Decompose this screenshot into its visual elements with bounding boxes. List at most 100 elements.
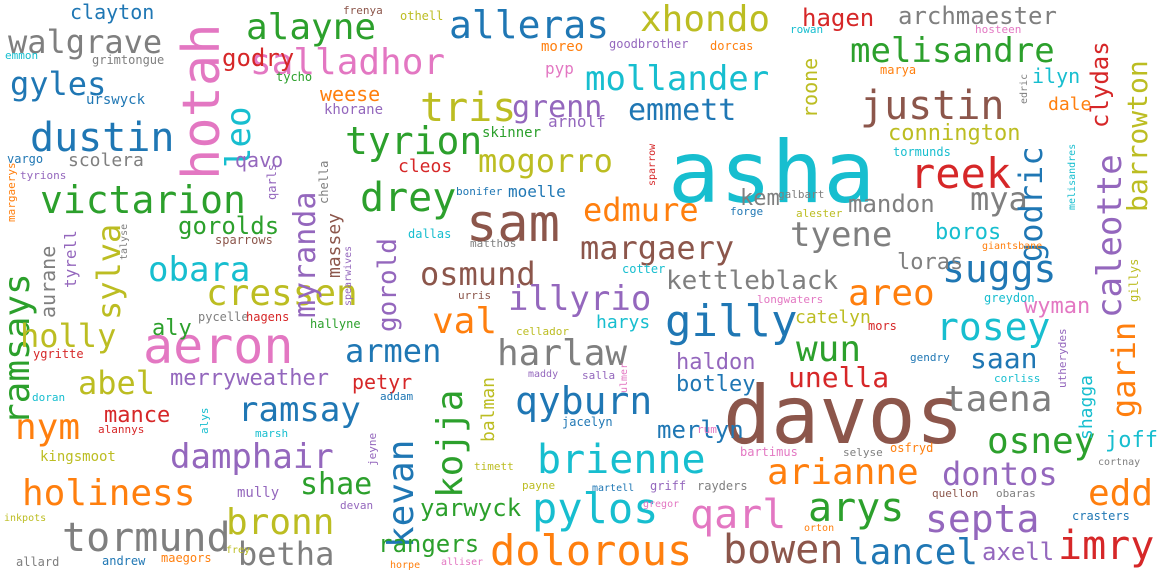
word: dallas [408, 227, 452, 241]
word: harys [596, 312, 651, 333]
word: gorolds [178, 212, 280, 240]
word: margaerys [5, 162, 18, 222]
word: griff [650, 479, 687, 493]
word: utherydes [1056, 328, 1069, 388]
word: grenn [512, 90, 603, 125]
word: betha [238, 535, 335, 573]
word: roone [798, 57, 822, 118]
word: pyp [545, 59, 574, 78]
word: mogorro [478, 142, 613, 180]
word: asha [668, 123, 876, 223]
word: joff [1105, 428, 1158, 453]
word: massey [324, 212, 345, 278]
word: catelyn [795, 307, 871, 328]
word: shae [300, 467, 373, 502]
word: gyles [10, 65, 107, 103]
word: jacelyn [562, 415, 613, 429]
word: merryweather [170, 366, 329, 391]
word: payne [522, 479, 556, 492]
word: kojja [430, 389, 471, 498]
word: boros [935, 220, 1002, 245]
word: tris [420, 85, 517, 131]
word: mully [237, 485, 280, 501]
word: cleos [398, 156, 453, 177]
word: bartimus [740, 445, 798, 459]
word: gilly [665, 296, 798, 347]
word: imry [1058, 523, 1155, 569]
word: holiness [22, 473, 196, 514]
word: horpe [390, 560, 421, 571]
word: wun [796, 329, 862, 370]
word: davos [723, 369, 964, 462]
word: petyr [352, 370, 413, 394]
word: obara [148, 250, 251, 290]
word: balman [478, 376, 499, 442]
word: skinner [482, 125, 542, 141]
word: ramsay [238, 390, 361, 430]
word: edd [1088, 473, 1154, 514]
word: dale [1048, 94, 1092, 115]
word: xhondo [640, 0, 771, 40]
word: archmaester [898, 2, 1057, 30]
word: melisandres [1067, 143, 1078, 210]
word: arys [808, 485, 905, 531]
word: tyene [790, 215, 893, 255]
word: ilyn [1032, 64, 1081, 88]
word: pylos [532, 484, 659, 533]
word: loras [897, 250, 964, 275]
word: othell [400, 9, 444, 23]
word: gregor [643, 499, 680, 510]
word: selyse [843, 446, 883, 459]
word: arnolf [548, 112, 606, 131]
word: hallyne [310, 317, 361, 331]
word: sparrows [215, 233, 273, 247]
word: septa [925, 497, 1040, 541]
word: marya [880, 63, 917, 77]
word: margaery [580, 229, 735, 267]
word: barrowton [1121, 60, 1154, 212]
word: areo [848, 273, 935, 314]
word: godry [222, 44, 295, 72]
word: alliser [441, 557, 484, 568]
word: cotter [622, 262, 666, 276]
word: lancel [848, 532, 979, 573]
word: giantsbane [982, 241, 1043, 252]
word: qarls [265, 163, 279, 200]
word: frenya [343, 4, 383, 17]
word: bowen [723, 527, 844, 573]
word: talyse [119, 223, 130, 260]
word: crasters [1072, 509, 1130, 523]
word: clayton [70, 0, 155, 24]
word: yarwyck [420, 494, 522, 522]
word: maegors [161, 551, 212, 565]
word: bonifer [456, 185, 503, 198]
word: urris [458, 289, 492, 302]
word: grimtongue [92, 53, 165, 67]
word: val [432, 301, 498, 342]
word: cressen [206, 273, 358, 314]
word: alleras [449, 3, 610, 47]
word: gorold [373, 238, 403, 332]
word: armen [345, 332, 442, 370]
word: cortnay [1098, 457, 1141, 468]
word: aeron [143, 317, 294, 375]
word: melisandre [850, 31, 1055, 71]
word: reek [910, 149, 1012, 198]
word: mance [104, 403, 171, 428]
word: hagen [802, 4, 875, 32]
word: qarl [690, 492, 787, 538]
word: connington [888, 121, 1021, 146]
word: qavo [235, 148, 284, 172]
word: emmon [5, 49, 39, 62]
word: osmund [420, 255, 536, 293]
word: forge [730, 205, 764, 218]
word: mollander [585, 59, 770, 99]
word: timett [474, 460, 514, 473]
word: corliss [994, 372, 1041, 385]
word: nym [15, 407, 81, 448]
word: walgrave [8, 23, 163, 61]
word: taena [944, 379, 1053, 420]
word: holly [20, 317, 117, 355]
word: urswyck [86, 92, 146, 108]
word: rum [697, 423, 717, 436]
